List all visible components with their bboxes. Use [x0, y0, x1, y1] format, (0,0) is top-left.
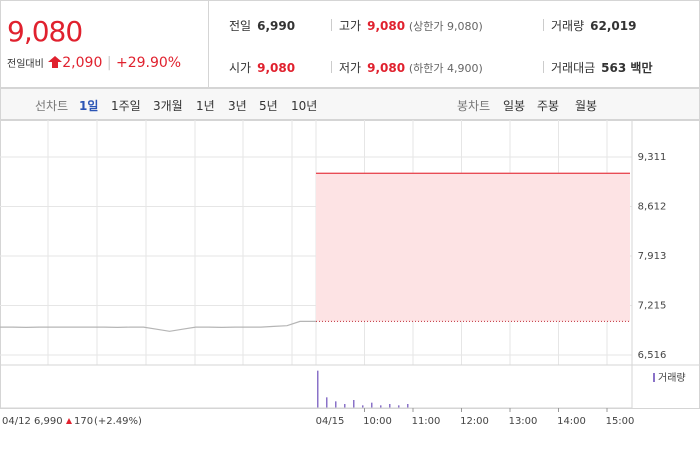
stat-value: 9,080	[367, 19, 406, 33]
x-tick-label: 14:00	[557, 416, 586, 427]
volume-legend: 거래량	[658, 372, 686, 384]
volume-bar	[353, 400, 355, 408]
x-tick-label: 10:00	[363, 416, 392, 427]
prev-close: 6,990	[34, 416, 63, 427]
y-tick-label: 7,913	[638, 251, 667, 262]
volume-bar	[335, 401, 337, 408]
sep	[543, 61, 544, 73]
volume-bar	[380, 405, 382, 408]
sep	[331, 19, 332, 31]
stat-label: 전일	[229, 19, 252, 33]
quote-box: 9,080 전일대비 2,090 | +29.90%	[1, 1, 209, 87]
stat-value: 6,990	[257, 19, 296, 33]
change: 2,090	[62, 55, 103, 71]
quote-panel: 9,080 전일대비 2,090 | +29.90% 전일 6,990 고가 9,08…	[0, 0, 700, 88]
stat-value: 563 백만	[601, 61, 653, 75]
volume-bar	[326, 397, 328, 408]
stat: 시가 9,080	[229, 59, 295, 76]
x-tick-label: 13:00	[509, 416, 538, 427]
y-tick-label: 6,516	[638, 350, 667, 361]
x-tick-label: 12:00	[460, 416, 489, 427]
volume-bar	[317, 370, 319, 408]
prev-change: 170	[74, 416, 93, 427]
volume-bar	[362, 405, 364, 408]
sep	[543, 19, 544, 31]
stat-label: 고가	[339, 19, 362, 33]
stat-label: 거래량	[551, 19, 585, 33]
stat-label: 시가	[229, 61, 252, 75]
volume-bar	[389, 404, 391, 408]
tab-label: 선차트	[35, 99, 69, 113]
prev-rate: (+2.49%)	[94, 416, 142, 427]
x-tick-label: 04/15	[316, 416, 345, 427]
candle-tab[interactable]: 일봉	[503, 99, 526, 113]
volume-bar	[344, 404, 346, 408]
tab-label: 봉차트	[457, 99, 491, 113]
sep	[331, 61, 332, 73]
stat-value: 62,019	[590, 19, 637, 33]
change-row: 전일대비 2,090 | +29.90%	[7, 55, 182, 71]
change-label: 전일대비	[7, 59, 44, 70]
x-tick-label: 11:00	[412, 416, 441, 427]
stat: 고가 9,080 (상한가 9,080)	[339, 17, 483, 34]
y-tick-label: 9,311	[638, 152, 667, 163]
price: 9,080	[7, 15, 83, 48]
period-tab[interactable]: 3년	[228, 99, 247, 113]
prev-day-line	[0, 320, 316, 332]
period-tab[interactable]: 5년	[259, 99, 278, 113]
x-tick-label: 15:00	[606, 416, 635, 427]
y-tick-label: 8,612	[638, 202, 667, 213]
stat: 거래대금 563 백만	[551, 59, 652, 76]
candle-tab[interactable]: 월봉	[575, 99, 598, 113]
period-tab[interactable]: 10년	[291, 99, 318, 113]
period-tab[interactable]: 1일	[79, 99, 99, 113]
volume-bar	[398, 405, 400, 408]
stat-value: 9,080	[367, 61, 406, 75]
y-tick-label: 7,215	[638, 300, 667, 311]
volume-legend-icon	[653, 373, 655, 382]
period-tab[interactable]: 3개월	[153, 99, 183, 113]
up-icon	[66, 418, 72, 424]
candle-tab[interactable]: 주봉	[537, 99, 560, 113]
period-tab[interactable]: 1년	[196, 99, 215, 113]
stat-note: (하한가 4,900)	[408, 62, 483, 75]
stat-label: 거래대금	[551, 61, 596, 75]
stat: 거래량 62,019	[551, 17, 636, 34]
stat-value: 9,080	[257, 61, 296, 75]
stat-label: 저가	[339, 61, 362, 75]
volume-bar	[407, 404, 409, 408]
stat-note: (상한가 9,080)	[408, 20, 483, 33]
stat: 저가 9,080 (하한가 4,900)	[339, 59, 483, 76]
prev-date: 04/12	[2, 416, 31, 427]
today-area	[316, 173, 630, 322]
volume-bar	[371, 402, 373, 408]
up-icon	[48, 56, 63, 68]
period-tab[interactable]: 1주일	[111, 99, 141, 113]
rate: +29.90%	[115, 55, 182, 71]
stat: 전일 6,990	[229, 17, 295, 34]
